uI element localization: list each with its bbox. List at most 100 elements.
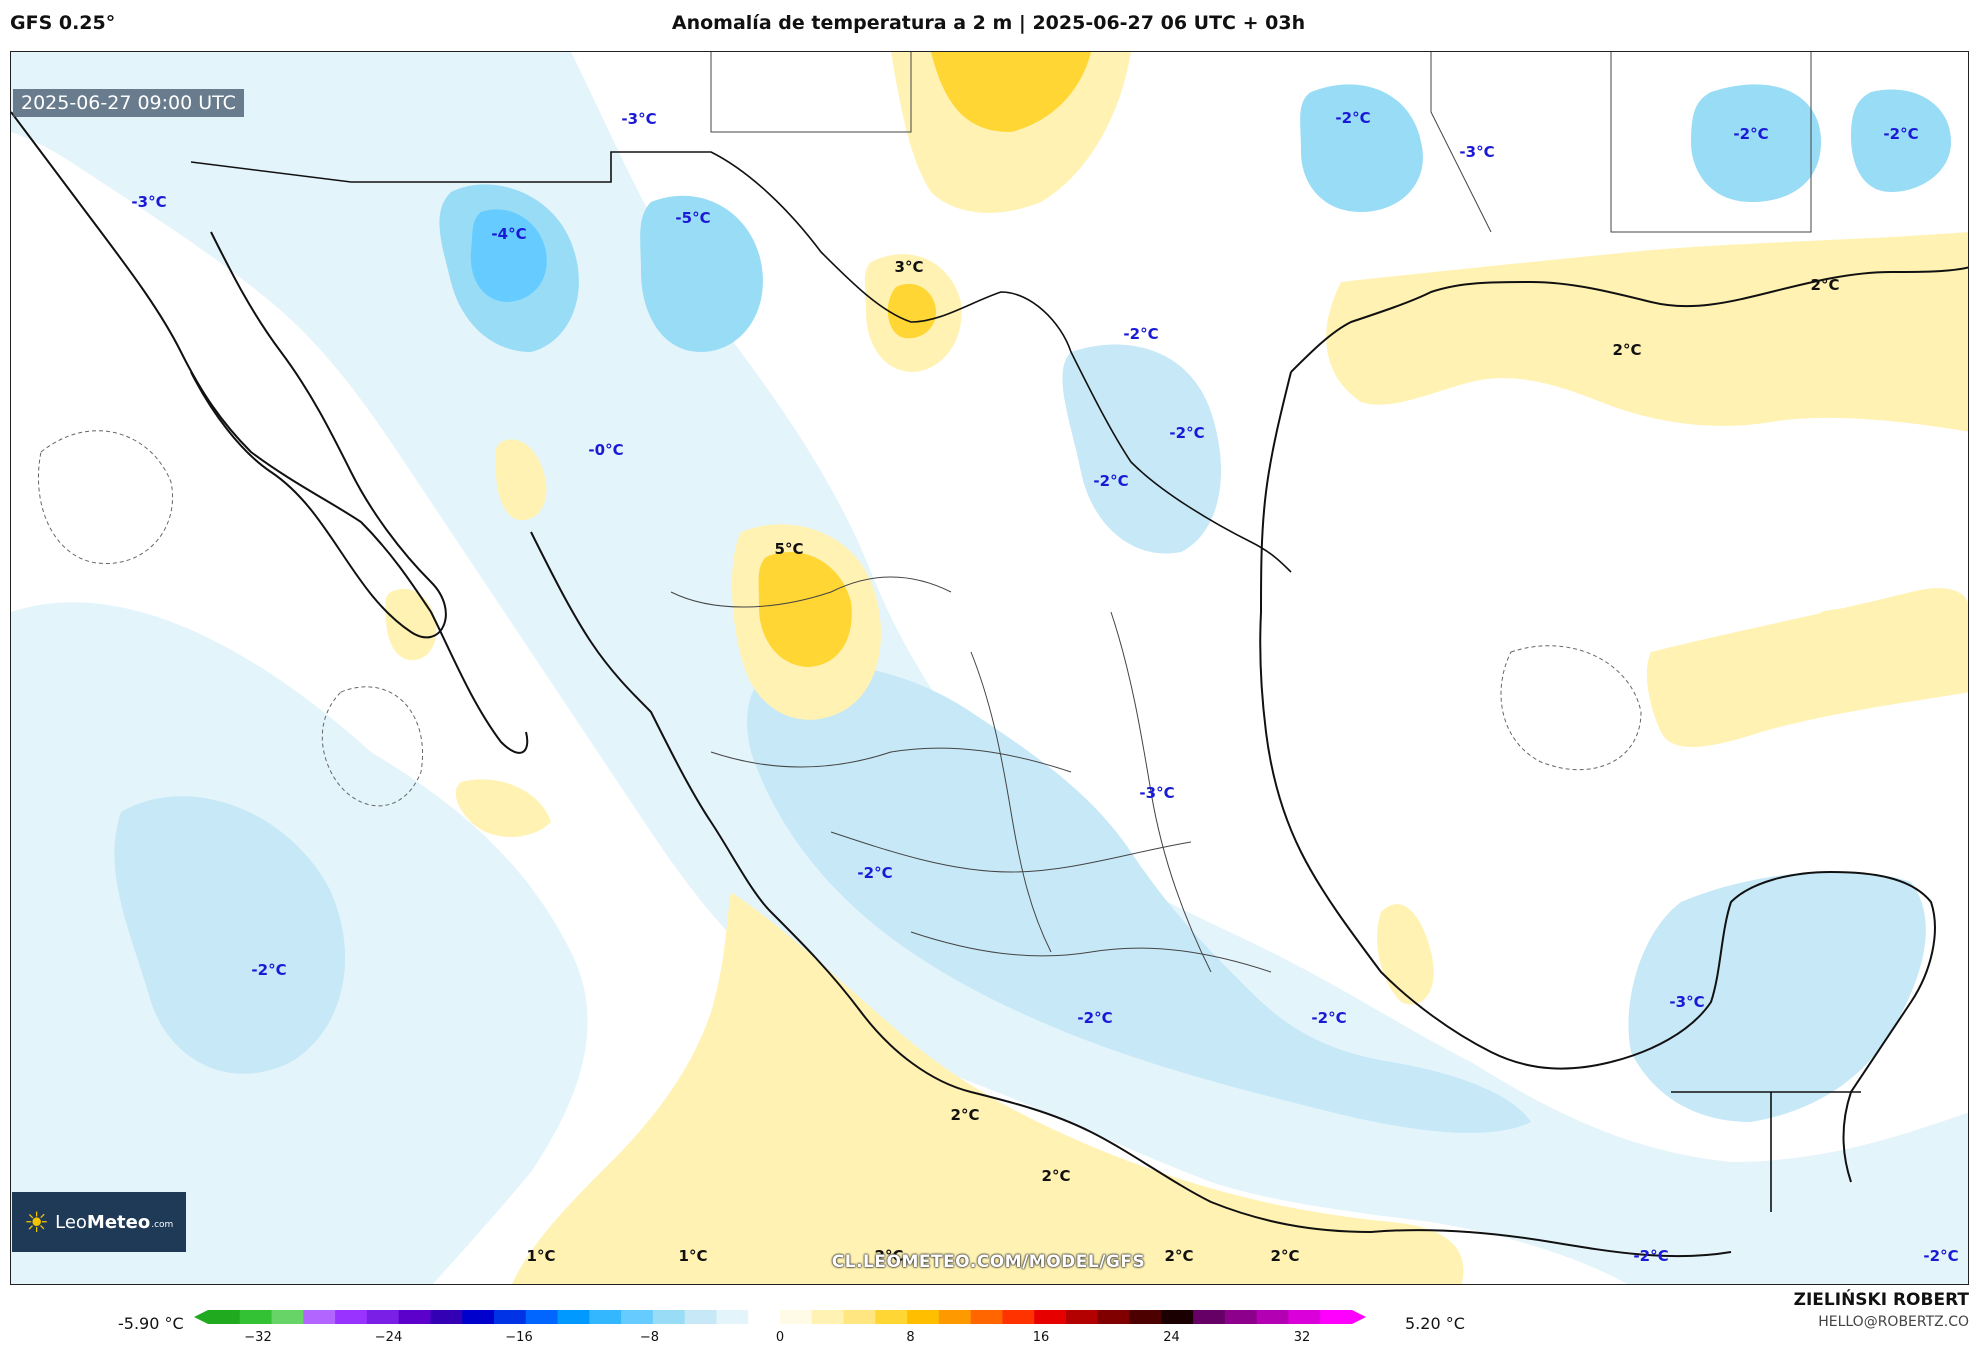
anomaly-label: -3°C [1669,993,1705,1011]
colorbar-tick: 0 [775,1330,785,1345]
colorbar-min-label: -5.90 °C [118,1314,184,1333]
site-watermark: CL.LEOMETEO.COM/MODEL/GFS [831,1252,1146,1272]
colorbar-swatch [366,1310,400,1324]
colorbar-swatch [1097,1310,1131,1324]
anomaly-label: -2°C [1923,1247,1959,1265]
anomaly-label: -4°C [491,225,527,243]
colorbar-swatch [652,1310,686,1324]
colorbar-swatch [780,1310,813,1324]
colorbar-swatch [271,1310,304,1324]
colorbar-swatch [462,1310,495,1324]
coastlines [11,111,1968,1258]
colorbar-tick: −8 [639,1330,660,1345]
colorbar-tick: −24 [374,1330,403,1345]
map-field [11,52,1968,1284]
anomaly-map[interactable]: -3°C -3°C -4°C -5°C 3°C -0°C 5°C -2°C -3… [10,51,1969,1285]
anomaly-label: 2°C [1164,1247,1194,1265]
anomaly-label: -5°C [675,209,711,227]
anomaly-label: 1°C [526,1247,556,1265]
north-warm-core [931,52,1091,132]
valid-time-badge: 2025-06-27 09:00 UTC [13,89,244,117]
logo-text: LeoMeteo [55,1211,151,1233]
colorbar-swatch [716,1310,749,1324]
colorbar-swatch [1002,1310,1035,1324]
colorbar-swatch [621,1310,654,1324]
state-lines [670,52,1812,973]
anomaly-label: -3°C [1459,143,1495,161]
colorbar-swatch [875,1310,908,1324]
colorbar-tick: 32 [1293,1330,1311,1345]
colorbar-swatch [1320,1310,1353,1324]
anomaly-label: 3°C [894,258,924,276]
baja-warm-spot [385,588,437,661]
anomaly-label: 1°C [678,1247,708,1265]
anomaly-label: -2°C [1123,325,1159,343]
anomaly-label: -3°C [131,193,167,211]
cool-core-ne-1 [1300,84,1423,212]
colorbar-ticks: −32 −24 −16 −8 0 8 16 24 32 [0,1330,1977,1346]
anomaly-label: 2°C [1041,1167,1071,1185]
author-name: ZIELIŃSKI ROBERT [1793,1290,1969,1310]
model-name: GFS 0.25° [10,12,116,34]
south-pacific-warm-spot [939,1119,1031,1177]
colorbar-swatch [1193,1310,1226,1324]
colorbar-swatch [1288,1310,1321,1324]
anomaly-label: -0°C [588,441,624,459]
map-title: Anomalía de temperatura a 2 m | 2025-06-… [671,12,1306,34]
colorbar-swatch [1129,1310,1162,1324]
anomaly-label: 2°C [1270,1247,1300,1265]
dashed-contours [37,430,1642,807]
colorbar-swatch [1066,1310,1099,1324]
anomaly-label: -2°C [1335,109,1371,127]
colorbar-tick: −16 [505,1330,533,1345]
gulf-warm-field-3 [1817,607,1968,660]
colorbar-swatch [811,1310,845,1324]
colorbar-swatch [907,1310,940,1324]
anomaly-label: -2°C [1169,424,1205,442]
colorbar-swatch [1034,1310,1067,1324]
anomaly-label: -3°C [621,110,657,128]
mexico-interior-cool [747,664,1531,1133]
leometeo-logo[interactable]: ☀ LeoMeteo .com [12,1192,186,1252]
borders [190,151,1861,1212]
colorbar-swatch [1256,1310,1289,1324]
yucatan-cool [1628,871,1926,1122]
colorbar-swatch [430,1310,463,1324]
cool-core-north-2 [470,209,547,302]
author-block: ZIELIŃSKI ROBERT HELLO@ROBERTZ.CO [1794,1290,1969,1330]
anomaly-label: -2°C [1093,472,1129,490]
warm-core-5c [758,552,852,667]
colorbar-tick: 16 [1032,1330,1050,1345]
anomaly-label: -2°C [1733,125,1769,143]
anomaly-label: -2°C [1077,1009,1113,1027]
colorbar-swatch [557,1310,590,1324]
colorbar-swatch [1161,1310,1194,1324]
anomaly-label: -3°C [1139,784,1175,802]
northwest-cool-field [11,52,1968,1284]
colorbar-swatch [748,1310,781,1324]
colorbar-high-arrow [1352,1310,1366,1324]
logo-tld: .com [151,1220,174,1230]
colorbar [194,1310,1366,1324]
anomaly-label: -2°C [1311,1009,1347,1027]
anomaly-label: 2°C [950,1106,980,1124]
gulf-warm-spot [1377,904,1434,1005]
colorbar-tick: −32 [244,1330,272,1345]
colorbar-swatch [589,1310,622,1324]
south-pacific-warm-field [511,892,1464,1284]
colorbar-tick: 8 [906,1330,915,1345]
colorbar-swatch [335,1310,368,1324]
anomaly-label: 2°C [874,1247,904,1265]
colorbar-swatch [970,1310,1003,1324]
colorbar-max-label: 5.20 °C [1405,1314,1465,1333]
anomaly-label: -2°C [1883,125,1919,143]
colorbar-swatch [1224,1310,1258,1324]
author-email[interactable]: HELLO@ROBERTZ.CO [1818,1314,1969,1330]
anomaly-label: -2°C [251,961,287,979]
colorbar-swatch [398,1310,431,1324]
colorbar-swatch [208,1310,241,1324]
cool-core-ne-2 [1691,84,1821,202]
cool-core-north-3 [640,195,763,352]
cool-core-ne-3 [1851,89,1951,192]
colorbar-swatch [843,1310,876,1324]
